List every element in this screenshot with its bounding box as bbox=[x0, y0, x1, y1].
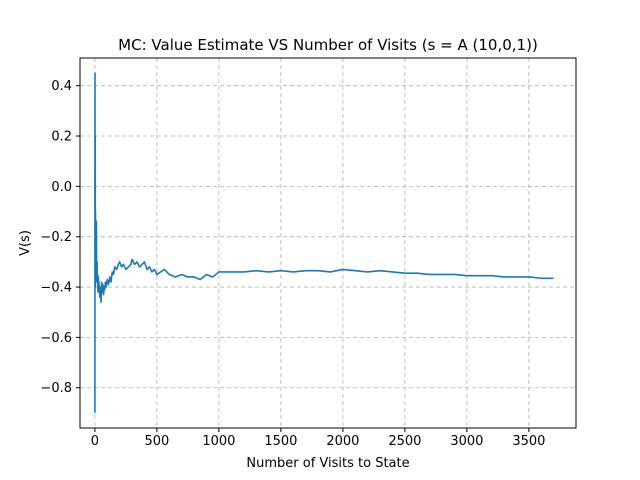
y-tick-label: −0.6 bbox=[40, 331, 72, 346]
x-tick-label: 0 bbox=[91, 434, 99, 449]
y-axis-label: V(s) bbox=[18, 230, 33, 256]
x-tick-label: 1500 bbox=[264, 434, 297, 449]
x-axis-label: Number of Visits to State bbox=[246, 456, 409, 471]
data-area bbox=[94, 72, 554, 413]
y-tick-label: 0.0 bbox=[51, 180, 72, 195]
chart-title: MC: Value Estimate VS Number of Visits (… bbox=[118, 36, 538, 54]
x-tick-label: 3000 bbox=[450, 434, 483, 449]
plot-frame bbox=[79, 57, 577, 429]
y-tick-label: −0.4 bbox=[40, 281, 72, 296]
series-line bbox=[94, 72, 554, 413]
x-tick-label: 2000 bbox=[326, 434, 359, 449]
x-tick-label: 1000 bbox=[202, 434, 235, 449]
y-tick-label: −0.8 bbox=[40, 381, 72, 396]
x-tick-label: 500 bbox=[144, 434, 169, 449]
grid bbox=[80, 58, 576, 428]
y-tick-label: −0.2 bbox=[40, 230, 72, 245]
x-tick-label: 3500 bbox=[512, 434, 545, 449]
y-tick-label: 0.4 bbox=[51, 79, 72, 94]
x-tick-label: 2500 bbox=[388, 434, 421, 449]
ticks: 0 500 1000 1500 2000 2500 3000 3500 −0.8 −0.6 −0.4… bbox=[40, 79, 545, 449]
y-tick-label: 0.2 bbox=[51, 130, 72, 145]
